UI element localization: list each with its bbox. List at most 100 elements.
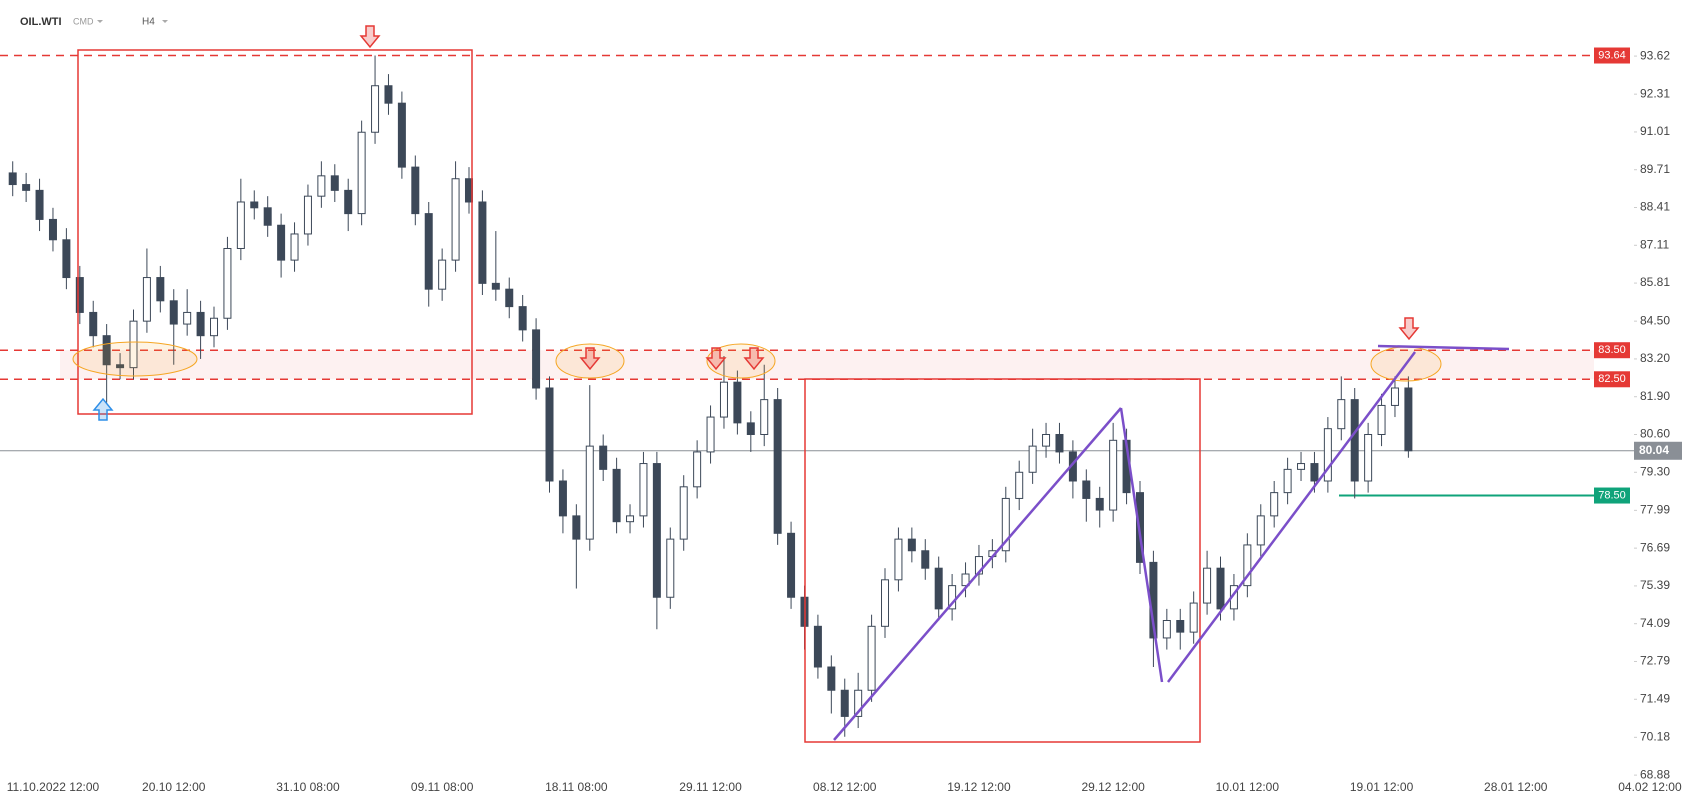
level-tag [1594,371,1630,388]
down-arrow [579,347,601,371]
candle-body [760,399,769,435]
x-tick-label: 11.10.2022 12:00 [7,780,100,794]
y-tick-label: 89.71 [1640,162,1670,176]
candle-body [934,567,943,610]
candle-body [1189,602,1198,633]
candle-body [948,585,957,610]
candle-body [532,329,541,389]
y-tick-label: 88.41 [1640,200,1670,214]
candle-body [1270,492,1279,517]
x-tick-label: 19.01 12:00 [1350,780,1414,794]
candle-body [854,689,863,717]
candle-body [263,207,272,226]
candle-body [1243,544,1252,587]
candle-body [1001,497,1010,552]
y-tick-label: 75.39 [1640,578,1670,592]
candle-body [1390,387,1399,406]
candle-body [48,218,57,241]
x-tick-label: 19.12 12:00 [947,780,1011,794]
candle-body [639,463,648,517]
range-box [77,49,473,415]
y-tick-label: 77.99 [1640,503,1670,517]
candle-body [129,320,138,369]
candle-body [1310,463,1319,482]
x-tick-label: 18.11 08:00 [545,780,608,794]
candle-body [572,515,581,540]
candle-body [719,381,728,418]
candle-body [317,175,326,197]
y-tick-label: 70.18 [1640,730,1670,744]
x-tick-label: 29.11 12:00 [679,780,742,794]
candle-body [827,666,836,691]
y-tick-label: 74.09 [1640,616,1670,630]
y-tick-label: 87.11 [1640,237,1669,251]
level-tag [1594,47,1630,64]
trendline [1377,344,1510,351]
y-tick-label: 83.20 [1640,351,1670,365]
candle-body [438,259,447,290]
candle-body [787,532,796,598]
candle-body [679,486,688,540]
candle-body [277,224,286,261]
x-tick-label: 04.02 12:00 [1618,780,1682,794]
y-tick-label: 71.49 [1640,691,1670,705]
trendline [1119,407,1164,683]
down-arrows [359,25,1420,371]
candle-body [236,201,245,249]
candle-body [22,184,31,191]
candle-body [1028,445,1037,473]
candle-body [1350,399,1359,482]
candle-body [1095,497,1104,511]
candle-body [102,335,111,366]
trendline [833,407,1122,741]
candle-body [250,201,259,209]
candle-body [612,468,621,523]
candle-body [290,233,299,261]
candle-body [1404,387,1413,452]
trendline [1166,351,1417,683]
candle-body [921,550,930,569]
highlight-ellipse [555,343,625,379]
candle-body [652,463,661,598]
x-tick-label: 31.10 08:00 [276,780,340,794]
candle-body [384,85,393,104]
candle-body [169,300,178,325]
symbol[interactable]: OIL.WTI [20,16,62,28]
candle-body [1162,620,1171,639]
candle-body [558,480,567,517]
candle-body [1283,468,1292,494]
candle-body [1323,428,1332,482]
candle-body [357,131,366,215]
level-label: 82.50 [1598,373,1626,385]
candle-body [397,102,406,168]
candle-body [706,416,715,453]
y-tick-label: 80.60 [1640,427,1670,441]
candle-body [1297,463,1306,470]
candle-body [813,625,822,668]
y-tick-label: 68.88 [1640,767,1670,781]
candle-body [1082,480,1091,499]
zone-band [60,350,1594,380]
candle-body [1203,567,1212,604]
level-label: 78.50 [1598,489,1626,501]
candle-body [693,451,702,488]
down-arrow [359,25,381,49]
interval-caret[interactable] [162,20,168,23]
candle-body [867,625,876,691]
candle-body [371,85,380,133]
candle-body [116,364,125,369]
candle-body [599,445,608,470]
candle-body [303,195,312,235]
candle-body [411,166,420,215]
x-tick-label: 28.01 12:00 [1484,780,1548,794]
down-arrow [743,347,765,371]
market-caret[interactable] [97,20,103,23]
candle-body [478,201,487,284]
interval[interactable]: H4 [142,17,155,28]
highlight-ellipse [72,341,198,377]
y-tick-label: 93.62 [1640,48,1670,62]
level-tag [1594,487,1630,504]
candle-body [8,172,17,186]
level-tag [1594,342,1630,359]
candle-body [75,277,84,313]
